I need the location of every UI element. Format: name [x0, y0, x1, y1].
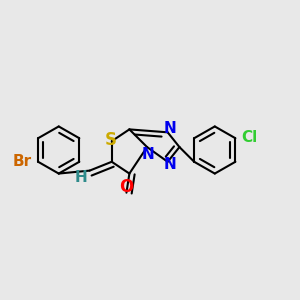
Text: H: H: [74, 169, 87, 184]
Text: Br: Br: [13, 154, 32, 169]
Text: N: N: [164, 157, 176, 172]
Text: S: S: [105, 131, 117, 149]
Text: O: O: [119, 178, 134, 196]
Text: Cl: Cl: [241, 130, 257, 145]
Text: N: N: [141, 147, 154, 162]
Text: N: N: [164, 121, 176, 136]
